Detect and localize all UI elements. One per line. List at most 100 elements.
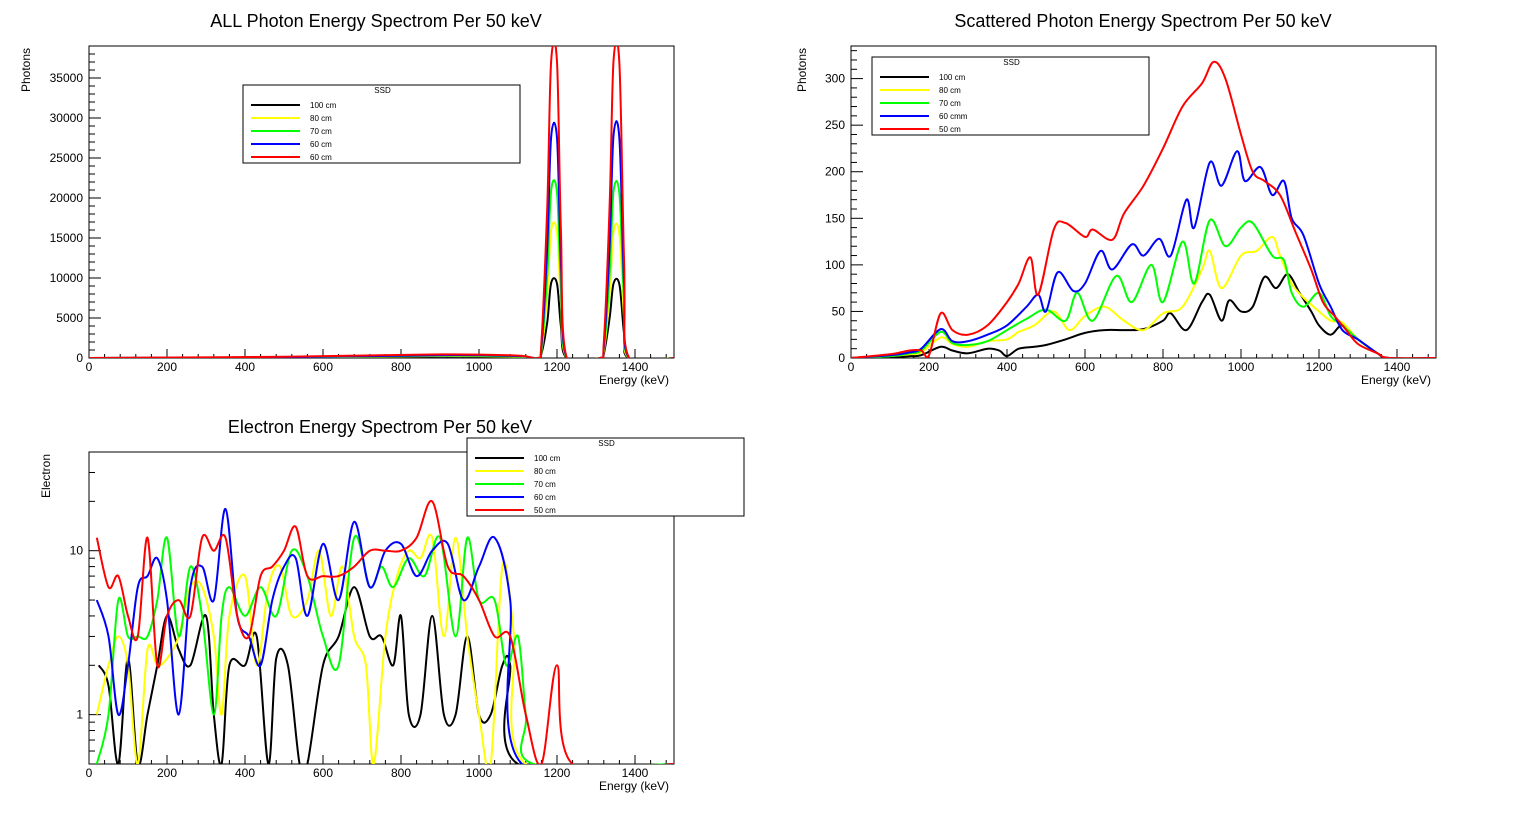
y-tick-label: 35000 — [50, 71, 84, 85]
legend-title: SSD — [598, 439, 615, 448]
y-tick-label: 0 — [76, 351, 83, 365]
series-group — [95, 500, 674, 764]
chart-title: Scattered Photon Energy Spectrom Per 50 … — [954, 11, 1331, 31]
x-tick-label: 0 — [848, 360, 855, 374]
series-line-3 — [89, 179, 674, 358]
y-axis-label: Photons — [19, 48, 33, 92]
x-tick-label: 800 — [391, 766, 411, 780]
x-axis-label: Energy (keV) — [599, 373, 669, 387]
y-axis-label: Photons — [795, 48, 809, 92]
legend-label: 100 cm — [310, 101, 337, 110]
chart-panel-1: ALL Photon Energy Spectrom Per 50 keV 0 20… — [19, 11, 675, 387]
series-line-1 — [97, 586, 674, 764]
series-line-3 — [851, 218, 1436, 358]
x-tick-label: 1400 — [622, 360, 649, 374]
legend-label: 60 cmm — [939, 112, 968, 121]
series-line-5 — [89, 46, 674, 358]
y-tick-label: 150 — [825, 211, 845, 225]
legend-label: 60 cm — [310, 140, 332, 149]
y-tick-label: 15000 — [50, 231, 84, 245]
x-tick-label: 800 — [1153, 360, 1173, 374]
series-line-5 — [95, 500, 674, 764]
chart-title: Electron Energy Spectrom Per 50 keV — [228, 417, 532, 437]
series-line-3 — [95, 534, 674, 764]
x-tick-label: 200 — [919, 360, 939, 374]
chart-panel-3: Electron Energy Spectrom Per 50 keV 0 200 4… — [39, 417, 745, 793]
series-line-2 — [851, 235, 1436, 358]
y-tick-label: 1 — [76, 708, 83, 722]
y-tick-label: 10 — [70, 544, 84, 558]
x-tick-label: 1000 — [466, 766, 493, 780]
x-tick-label: 600 — [313, 360, 333, 374]
legend-title: SSD — [374, 86, 391, 95]
legend-label: 100 cm — [939, 73, 966, 82]
series-line-2 — [95, 533, 674, 764]
y-tick-label: 0 — [838, 351, 845, 365]
series-line-5 — [851, 60, 1436, 358]
series-line-4 — [851, 150, 1436, 358]
legend-label: 80 cm — [310, 114, 332, 123]
series-line-4 — [95, 507, 674, 764]
legend-label: 50 cm — [939, 125, 961, 134]
chart-panel-2: Scattered Photon Energy Spectrom Per 50 … — [795, 11, 1437, 387]
x-tick-label: 600 — [1075, 360, 1095, 374]
x-tick-label: 1200 — [1306, 360, 1333, 374]
legend-label: 70 cm — [310, 127, 332, 136]
legend: SSD 100 cm 80 cm 70 cm 60 cm 50 cm — [466, 437, 745, 517]
x-tick-label: 400 — [235, 360, 255, 374]
x-tick-label: 1200 — [544, 360, 571, 374]
series-line-2 — [89, 221, 674, 358]
y-tick-label: 100 — [825, 258, 845, 272]
legend-label: 100 cm — [534, 454, 561, 463]
y-axis: 1 10 Electron — [39, 451, 101, 765]
y-tick-label: 50 — [832, 304, 846, 318]
x-tick-label: 0 — [86, 360, 93, 374]
y-tick-label: 200 — [825, 165, 845, 179]
series-line-1 — [89, 277, 674, 358]
x-axis-label: Energy (keV) — [599, 779, 669, 793]
y-tick-label: 250 — [825, 118, 845, 132]
x-tick-label: 0 — [86, 766, 93, 780]
legend-label: 60 cm — [310, 153, 332, 162]
x-tick-label: 200 — [157, 360, 177, 374]
plot-frame — [850, 45, 1437, 359]
series-group — [89, 46, 674, 358]
legend-box — [466, 437, 745, 517]
x-tick-label: 1400 — [1384, 360, 1411, 374]
legend-title: SSD — [1003, 58, 1020, 67]
legend-label: 70 cm — [534, 480, 556, 489]
y-tick-label: 25000 — [50, 151, 84, 165]
y-axis: 0 5000 10000 15000 20000 25000 30000 35000 Photo… — [19, 45, 101, 365]
x-tick-label: 600 — [313, 766, 333, 780]
legend-label: 80 cm — [939, 86, 961, 95]
y-axis-label: Electron — [39, 454, 53, 498]
legend-label: 70 cm — [939, 99, 961, 108]
y-axis: 0 50 100 150 200 250 300 Photons — [795, 48, 863, 365]
chart-title: ALL Photon Energy Spectrom Per 50 keV — [210, 11, 542, 31]
x-tick-label: 800 — [391, 360, 411, 374]
y-tick-label: 10000 — [50, 271, 84, 285]
plot-frame — [88, 451, 675, 765]
x-tick-label: 1000 — [466, 360, 493, 374]
legend-box — [871, 56, 1150, 136]
legend-label: 60 cm — [534, 493, 556, 502]
legend-label: 80 cm — [534, 467, 556, 476]
series-group — [851, 60, 1436, 358]
series-line-1 — [851, 273, 1436, 358]
y-tick-label: 300 — [825, 72, 845, 86]
y-tick-label: 5000 — [56, 311, 83, 325]
x-tick-label: 400 — [997, 360, 1017, 374]
x-tick-label: 200 — [157, 766, 177, 780]
x-tick-label: 400 — [235, 766, 255, 780]
y-tick-label: 30000 — [50, 111, 84, 125]
y-tick-label: 20000 — [50, 191, 84, 205]
x-tick-label: 1400 — [622, 766, 649, 780]
x-tick-label: 1200 — [544, 766, 571, 780]
x-axis-label: Energy (keV) — [1361, 373, 1431, 387]
legend: SSD 100 cm 80 cm 70 cm 60 cm 60 cm — [242, 84, 521, 164]
legend-box — [242, 84, 521, 164]
x-tick-label: 1000 — [1228, 360, 1255, 374]
